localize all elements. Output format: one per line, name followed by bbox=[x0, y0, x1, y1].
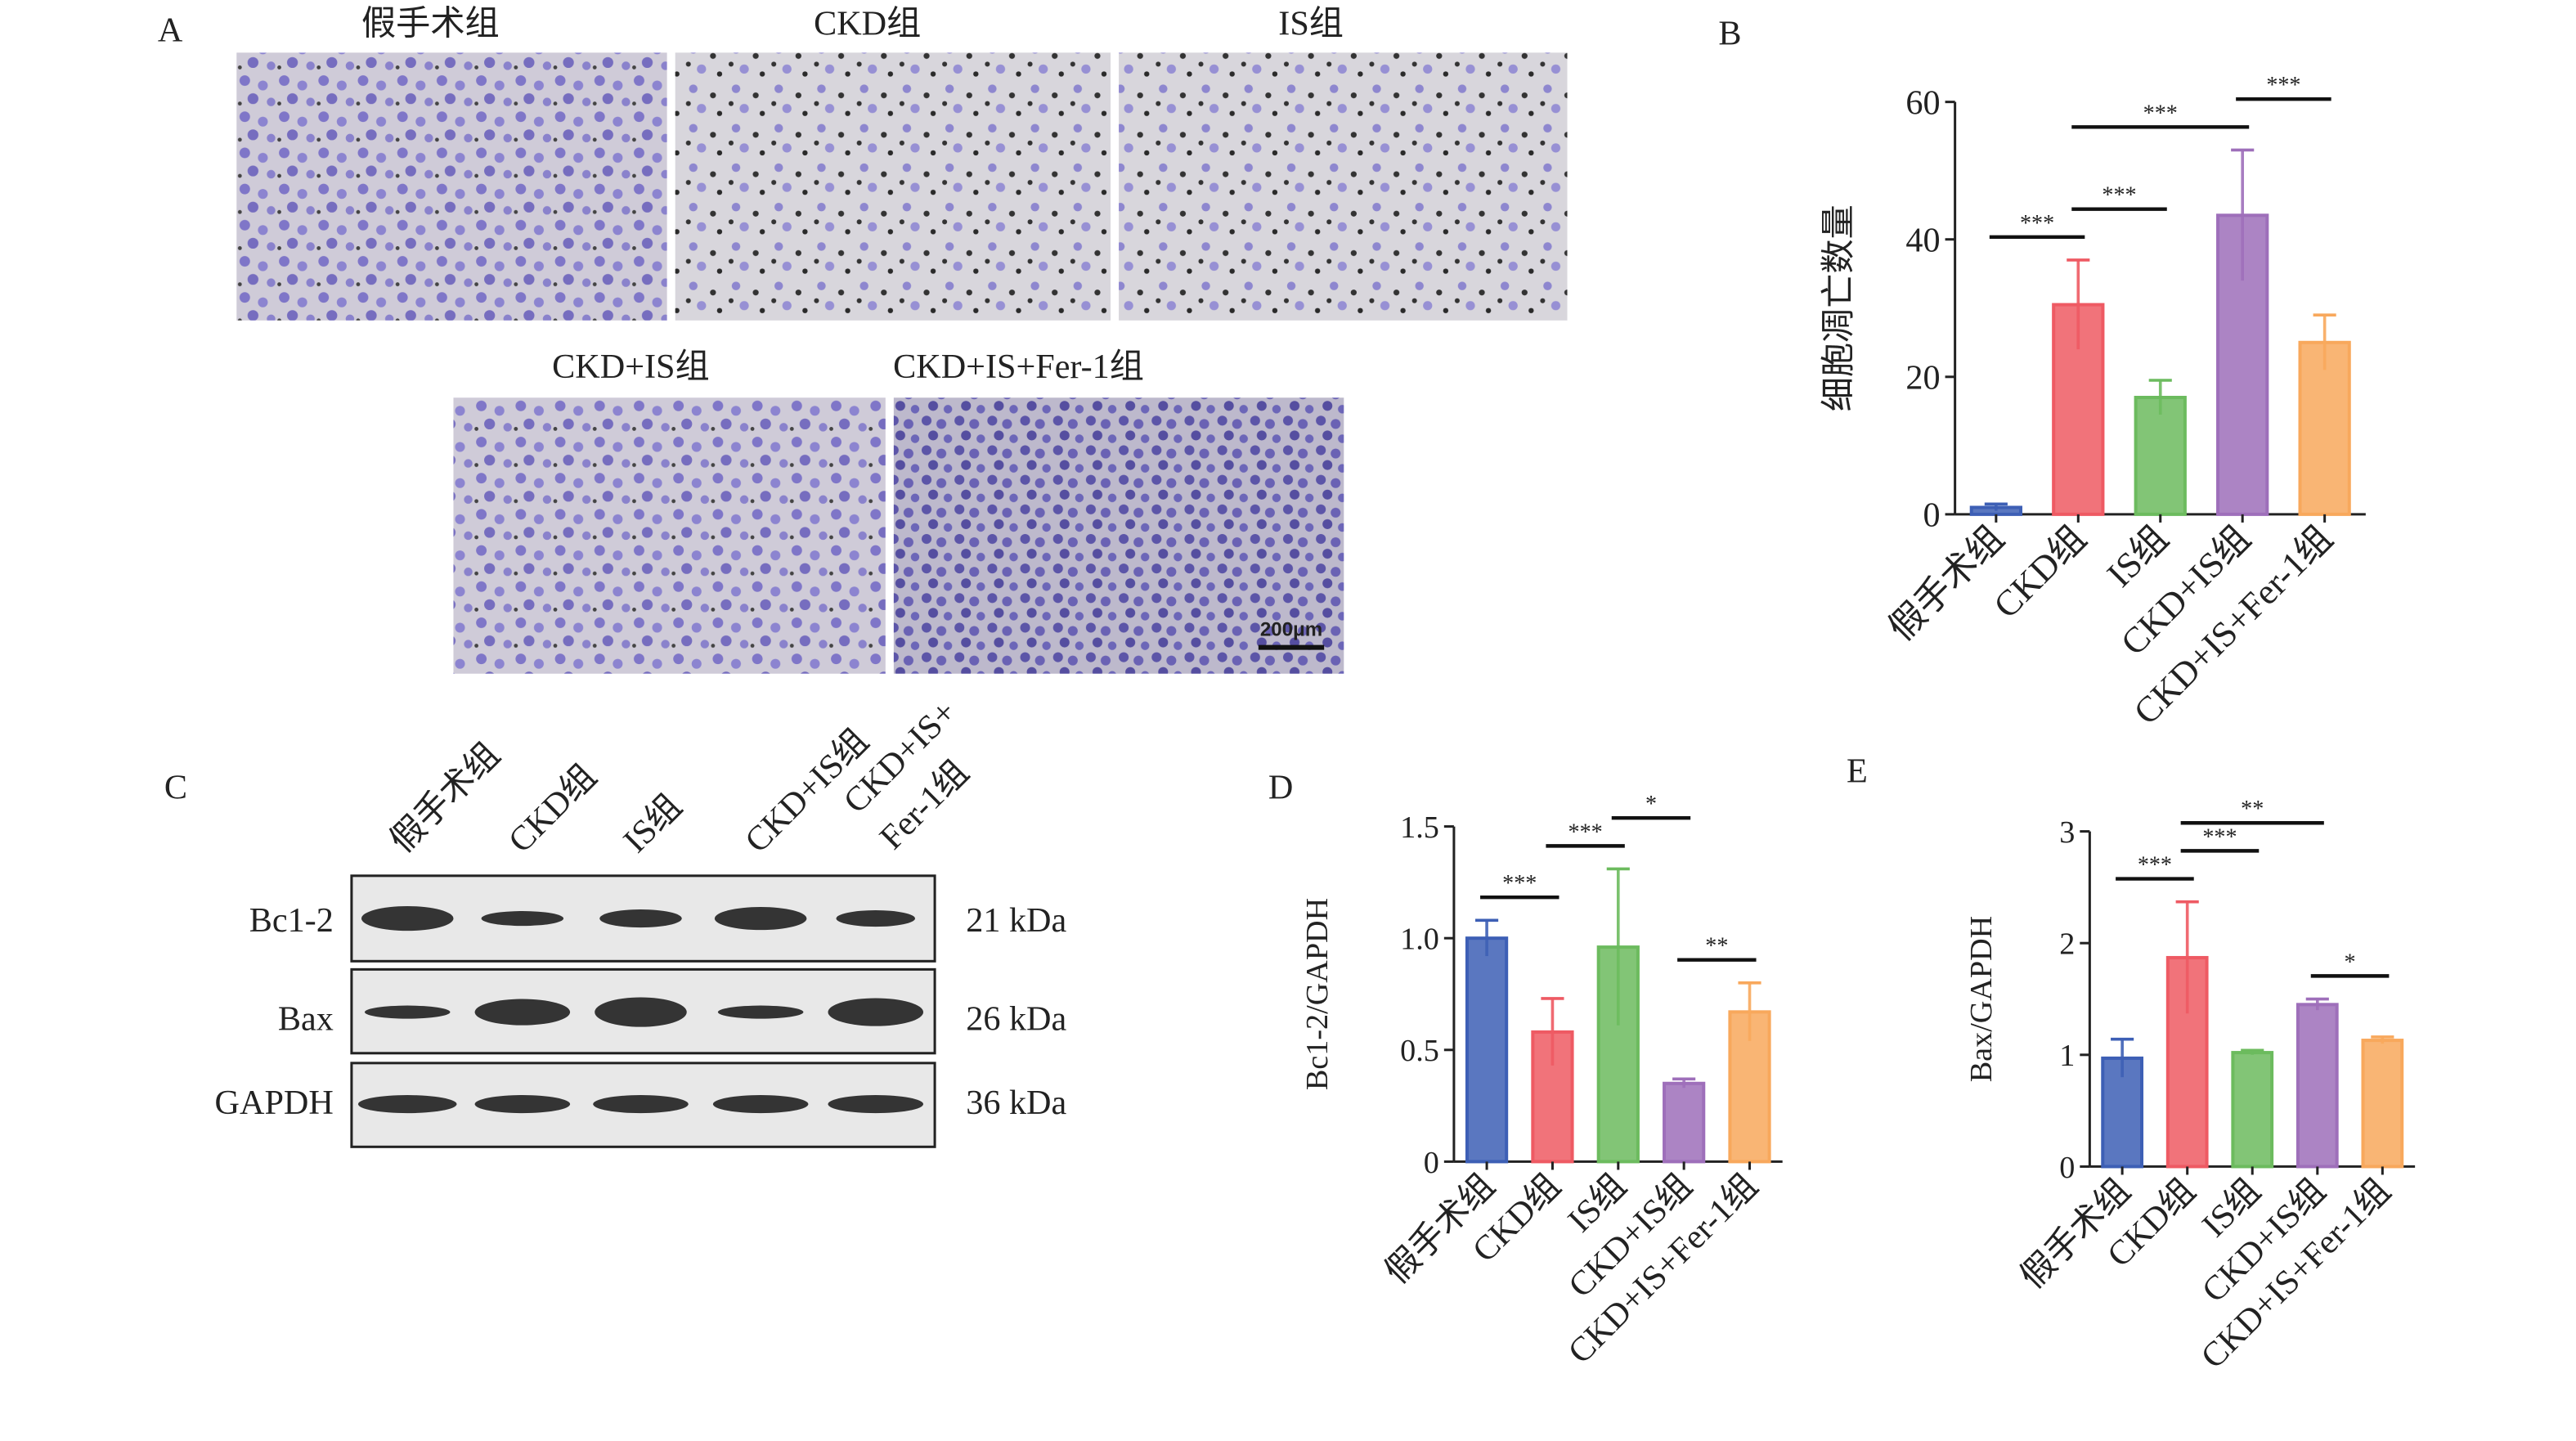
significance-label: *** bbox=[1568, 819, 1603, 845]
micrograph bbox=[893, 397, 1344, 674]
y-axis-label: 细胞凋亡数量 bbox=[1820, 204, 1858, 411]
y-tick-label: 20 bbox=[1905, 359, 1940, 397]
blot-band bbox=[593, 1095, 689, 1114]
bar bbox=[2361, 1039, 2404, 1169]
y-axis-label: Bax/GAPDH bbox=[1964, 916, 1999, 1083]
blot-band bbox=[717, 1005, 804, 1019]
x-tick-label: 假手术组 bbox=[1881, 518, 2012, 649]
blot-band bbox=[364, 1005, 451, 1019]
significance-label: *** bbox=[2020, 211, 2054, 236]
y-tick-label: 0 bbox=[1424, 1146, 1439, 1180]
protein-size: 21 kDa bbox=[966, 901, 1066, 940]
bar bbox=[1663, 1081, 1706, 1164]
y-tick-label: 60 bbox=[1905, 83, 1940, 122]
y-tick-label: 2 bbox=[2059, 927, 2075, 962]
y-tick-label: 1.0 bbox=[1400, 923, 1439, 957]
significance-label: *** bbox=[2202, 824, 2237, 850]
y-tick-label: 3 bbox=[2059, 815, 2075, 850]
micrograph bbox=[675, 52, 1111, 321]
significance-label: *** bbox=[2102, 183, 2136, 209]
bar bbox=[2296, 1003, 2339, 1169]
y-tick-label: 40 bbox=[1905, 221, 1940, 259]
micrograph bbox=[453, 397, 886, 674]
blot-band bbox=[474, 1095, 571, 1114]
micrograph-title: 假手术组 bbox=[361, 4, 500, 43]
blot-band bbox=[481, 911, 564, 927]
significance-label: *** bbox=[2266, 73, 2300, 98]
bar bbox=[2134, 396, 2187, 516]
blot-band bbox=[357, 1095, 457, 1114]
blot-band bbox=[836, 910, 915, 927]
blot-band bbox=[828, 998, 924, 1026]
western-blot bbox=[350, 874, 936, 1148]
y-tick-label: 0 bbox=[1923, 496, 1940, 535]
significance-label: *** bbox=[2143, 101, 2178, 126]
significance-label: ** bbox=[1705, 934, 1728, 959]
lane-label: CKD组 bbox=[501, 757, 604, 860]
blot-band bbox=[599, 909, 682, 928]
y-tick-label: 0 bbox=[2059, 1151, 2075, 1185]
y-tick-label: 1 bbox=[2059, 1039, 2075, 1073]
protein-label: GAPDH bbox=[215, 1084, 334, 1122]
protein-size: 26 kDa bbox=[966, 1000, 1066, 1039]
lane-label: 假手术组 bbox=[383, 735, 508, 860]
significance-label: * bbox=[2345, 949, 2356, 975]
micrograph-title: CKD+IS+Fer-1组 bbox=[893, 348, 1144, 386]
scale-bar-label: 200μm bbox=[1260, 619, 1322, 641]
y-tick-label: 1.5 bbox=[1400, 810, 1439, 845]
protein-label: Bc1-2 bbox=[249, 901, 334, 940]
micrograph bbox=[236, 52, 667, 321]
significance-label: ** bbox=[2241, 797, 2264, 822]
y-tick-label: 0.5 bbox=[1400, 1034, 1439, 1068]
panel-label: A bbox=[158, 11, 183, 49]
micrograph bbox=[1119, 52, 1568, 321]
micrograph-title: CKD+IS组 bbox=[552, 348, 710, 386]
bar bbox=[2231, 1051, 2274, 1169]
protein-label: Bax bbox=[278, 1000, 334, 1039]
blot-band bbox=[714, 907, 807, 931]
blot-band bbox=[361, 906, 454, 931]
blot-band bbox=[828, 1095, 924, 1114]
panel-label: C bbox=[164, 768, 187, 806]
x-tick-label: CKD组 bbox=[1986, 518, 2094, 626]
y-axis-label: Bc1-2/GAPDH bbox=[1300, 898, 1335, 1090]
lane-label: IS组 bbox=[616, 787, 689, 860]
significance-label: *** bbox=[2138, 853, 2172, 878]
bar bbox=[1465, 936, 1509, 1164]
significance-label: * bbox=[1645, 792, 1657, 817]
blot-band bbox=[712, 1095, 809, 1114]
panel-label: D bbox=[1268, 768, 1293, 806]
significance-label: *** bbox=[1502, 871, 1537, 896]
panel-label: B bbox=[1718, 14, 1741, 52]
panel-label: E bbox=[1847, 752, 1868, 790]
blot-band bbox=[595, 997, 687, 1027]
micrograph-title: IS组 bbox=[1278, 4, 1344, 43]
blot-band bbox=[474, 999, 571, 1026]
protein-size: 36 kDa bbox=[966, 1084, 1066, 1122]
micrograph-title: CKD组 bbox=[814, 4, 921, 43]
